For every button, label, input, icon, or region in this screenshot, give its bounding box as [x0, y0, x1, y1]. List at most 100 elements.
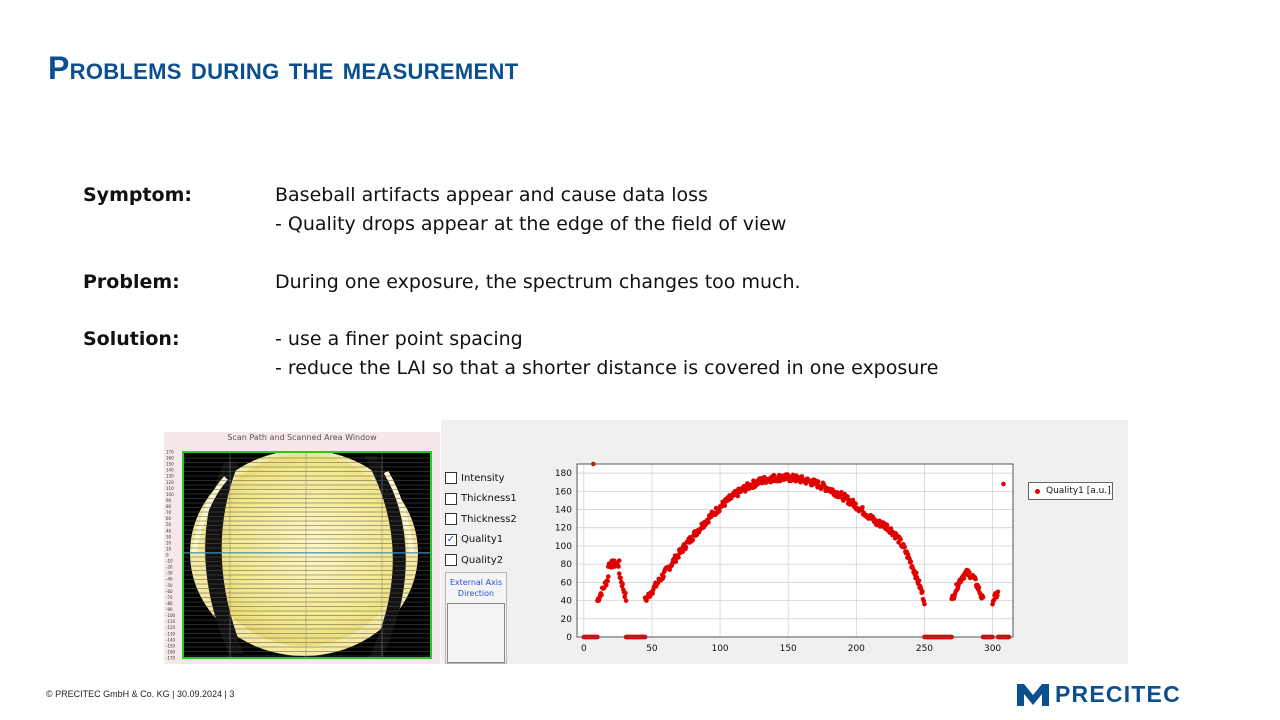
solution-label: Solution:: [83, 328, 180, 350]
y-tick-label: 40: [561, 597, 573, 607]
scan-ytick-label: 30: [166, 534, 172, 539]
scan-ytick-label: -130: [166, 631, 176, 636]
quality-point: [650, 590, 655, 596]
checkbox-box[interactable]: [445, 492, 457, 505]
checkbox-thickness1[interactable]: Thickness1: [445, 491, 517, 507]
scan-ytick-label: 150: [166, 462, 174, 467]
quality-point: [916, 578, 922, 583]
checkbox-label: Intensity: [461, 472, 505, 484]
y-tick-label: 60: [561, 578, 573, 588]
logo-wordmark: PRECITEC: [1055, 681, 1181, 707]
checkbox-quality1[interactable]: ✓ Quality1: [445, 532, 503, 548]
scan-ytick-label: -40: [166, 577, 173, 582]
scan-window-title: Scan Path and Scanned Area Window: [227, 433, 377, 442]
y-tick-label: 80: [561, 560, 573, 570]
quality-point: [967, 570, 972, 575]
x-tick-label: 300: [984, 644, 1001, 654]
solution-line-2: - reduce the LAI so that a shorter dista…: [275, 357, 939, 379]
checkbox-box[interactable]: [445, 513, 457, 525]
x-tick-label: 50: [646, 644, 658, 654]
scan-ytick-label: 10: [166, 546, 172, 551]
quality-point: [603, 582, 609, 588]
quality-point: [683, 544, 689, 550]
checkbox-label: Quality1: [461, 534, 504, 545]
quality-point: [623, 590, 628, 596]
quality-point: [706, 519, 711, 525]
problem-text: During one exposure, the spectrum change…: [275, 271, 801, 293]
scan-ytick-label: -160: [166, 649, 176, 654]
checkbox-box[interactable]: [445, 472, 457, 484]
external-axis-box[interactable]: [447, 603, 505, 663]
slide-title: Problems during the measurement: [48, 50, 519, 86]
y-tick-label: 140: [555, 506, 572, 516]
quality-point: [606, 574, 611, 579]
checkbox-thickness2[interactable]: Thickness2: [445, 511, 517, 527]
quality-point: [902, 544, 907, 550]
quality-chart-panel: Intensity Thickness1 Thickness2 ✓ Quality1 Qu…: [441, 420, 1128, 664]
solution-line-1: - use a finer point spacing: [275, 328, 523, 350]
y-tick-label: 120: [555, 524, 572, 534]
scan-ytick-label: -90: [166, 607, 173, 612]
quality-point: [853, 501, 858, 507]
scan-ytick-label: 140: [166, 468, 174, 473]
x-tick-label: 0: [581, 644, 587, 654]
scan-ytick-label: 0: [166, 553, 169, 558]
checkbox-label: Thickness2: [461, 513, 517, 525]
scan-ytick-label: 100: [166, 492, 174, 497]
quality-point: [922, 601, 927, 607]
scan-area-image: 1701601501401301201101009080706050403020…: [166, 450, 432, 661]
checkbox-label: Quality2: [461, 554, 504, 566]
quality-point: [908, 559, 914, 565]
quality-point: [771, 472, 777, 478]
scan-path-window: 170 160 150 140 130 120 110 100 90 80 70 60 50 40 30 20…: [164, 432, 440, 664]
scan-ytick-label: -70: [166, 595, 173, 600]
quality-point: [618, 575, 623, 581]
scan-ytick-label: 90: [166, 498, 172, 503]
x-tick-label: 150: [780, 644, 797, 654]
quality-point: [920, 589, 925, 594]
quality-point: [599, 592, 604, 598]
quality-point: [841, 498, 846, 503]
scan-ytick-label: 50: [166, 522, 172, 527]
quality-point-outlier: [1001, 481, 1006, 487]
x-tick-label: 100: [711, 644, 728, 654]
scan-ytick-label: 160: [166, 456, 174, 461]
scan-ytick-label: -110: [166, 619, 176, 624]
quality-point: [622, 594, 627, 600]
footer-copyright: © PRECITEC GmbH & Co. KG | 30.09.2024 | …: [46, 689, 235, 699]
checkbox-box[interactable]: [445, 554, 457, 566]
checkbox-intensity[interactable]: Intensity: [445, 470, 505, 486]
quality-point: [661, 574, 666, 579]
scan-ytick-label: 170: [166, 450, 174, 455]
x-tick-label: 250: [916, 644, 933, 654]
scan-ytick-label: 120: [166, 480, 174, 485]
quality-point: [995, 593, 1000, 598]
checkbox-box[interactable]: ✓: [445, 533, 457, 546]
scan-ytick-label: 20: [166, 540, 172, 545]
y-tick-label: 20: [561, 615, 573, 625]
y-tick-label: 0: [566, 633, 572, 643]
quality-point: [616, 571, 622, 576]
scan-ytick-label: -50: [166, 583, 173, 588]
scan-ytick-label: 130: [166, 474, 174, 479]
quality-point: [991, 597, 997, 603]
quality-point: [690, 537, 696, 543]
quality-point: [676, 555, 681, 560]
scan-ytick-label: -100: [166, 613, 176, 618]
quality-point: [623, 598, 629, 603]
quality-point: [884, 522, 890, 528]
symptom-label: Symptom:: [83, 184, 192, 206]
external-axis-direction[interactable]: External Axis Direction: [445, 572, 507, 664]
scan-ytick-label: -20: [166, 565, 173, 570]
quality-point: [616, 564, 621, 569]
checkbox-quality2[interactable]: Quality2: [445, 552, 503, 568]
x-tick-label: 200: [848, 644, 865, 654]
problem-label: Problem:: [83, 271, 180, 293]
scan-ytick-label: 70: [166, 510, 172, 515]
y-tick-label: 180: [555, 469, 572, 479]
checkbox-label: Thickness1: [461, 493, 517, 504]
quality-point: [717, 508, 722, 514]
scan-ytick-label: 40: [166, 528, 172, 533]
quality-point: [722, 503, 728, 508]
quality-point: [620, 581, 625, 587]
